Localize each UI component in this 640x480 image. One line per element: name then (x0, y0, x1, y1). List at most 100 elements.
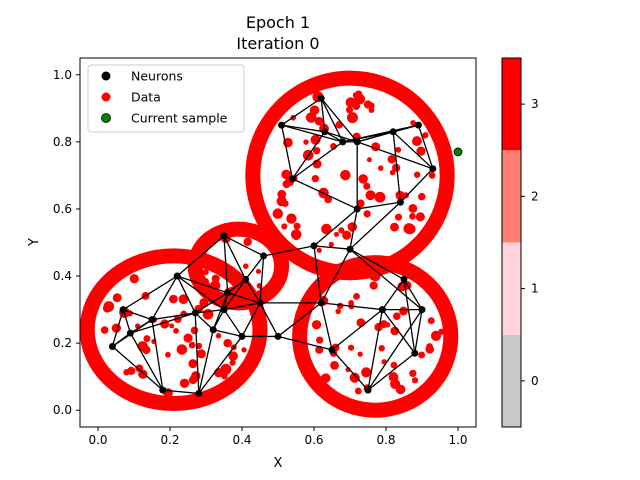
data-point (369, 281, 378, 290)
neuron-edge (277, 302, 322, 337)
data-point (408, 203, 418, 213)
data-point (286, 213, 297, 224)
neuron-edges (111, 97, 434, 395)
data-point (353, 292, 360, 300)
neuron-point (274, 332, 282, 340)
colorbar: 0 1 2 3 (501, 57, 539, 428)
data-point (173, 327, 179, 334)
data-point (229, 359, 236, 366)
legend: Neurons Data Current sample (87, 64, 245, 133)
data-point (178, 294, 189, 305)
neuron-edge (281, 124, 325, 133)
neuron-edge (194, 312, 200, 394)
colorbar-band (502, 58, 521, 151)
neuron-edge (223, 235, 264, 257)
neuron-edge (245, 255, 265, 280)
colorbar-band (502, 242, 521, 335)
data-point (335, 308, 342, 315)
neuron-edge (356, 141, 434, 170)
data-point (393, 312, 401, 321)
data-point (354, 387, 362, 395)
neuron-edge (349, 201, 401, 250)
neuron-edge (349, 248, 423, 311)
data-point (416, 146, 426, 156)
data-point (311, 174, 320, 183)
neuron-edge (122, 309, 132, 334)
data-point (390, 222, 399, 232)
colorbar-ticks: 0 1 2 3 (521, 97, 539, 388)
neuron-edge (176, 275, 225, 311)
neuron-edge (320, 248, 351, 304)
y-tick-label: 0.6 (53, 202, 72, 216)
legend-items: Neurons Data Current sample (101, 69, 228, 126)
legend-label: Current sample (131, 111, 228, 126)
data-point (333, 231, 340, 237)
neuron-point (173, 272, 181, 280)
neuron-edge (367, 309, 384, 391)
neuron-edge (403, 279, 416, 354)
data-point (363, 210, 371, 218)
neuron-edge (331, 349, 369, 391)
neuron-point (346, 245, 354, 253)
neuron-point (288, 175, 296, 183)
neuron-point (256, 299, 264, 307)
data-point (366, 157, 372, 163)
data-point (190, 326, 199, 335)
y-axis-ticks: 0.0 0.2 0.4 0.6 0.8 1.0 (53, 68, 80, 417)
data-point (395, 146, 402, 153)
neuron-edge (357, 201, 401, 210)
data-point (315, 336, 324, 344)
neuron-point (414, 121, 422, 129)
x-tick-label: 0.6 (304, 433, 323, 447)
data-point (387, 155, 396, 164)
data-point (426, 343, 433, 350)
legend-marker (101, 92, 111, 102)
x-axis-ticks: 0.0 0.2 0.4 0.6 0.8 1.0 (88, 427, 468, 447)
neuron-point (195, 389, 203, 397)
colorbar-tick-label: 2 (531, 189, 539, 203)
data-point (347, 222, 358, 232)
neuron-edge (414, 309, 423, 354)
colorbar-tick-label: 0 (531, 374, 539, 388)
data-point (356, 318, 366, 328)
data-point (191, 371, 201, 381)
data-point (123, 369, 130, 376)
data-point (215, 292, 221, 298)
data-point (246, 286, 255, 296)
neuron-edge (292, 178, 358, 210)
neuron-edge (130, 312, 196, 334)
neuron-point (328, 346, 336, 354)
neuron-point (321, 128, 329, 136)
data-point (314, 116, 324, 126)
neuron-point (418, 306, 426, 314)
neuron-edge (281, 97, 322, 126)
data-point (349, 372, 360, 383)
data-point (361, 367, 372, 378)
data-point (169, 323, 175, 329)
data-point (367, 102, 375, 110)
data-point (411, 136, 422, 147)
neuron-point (339, 138, 347, 146)
neuron-edge (223, 302, 261, 311)
neuron-point (191, 309, 199, 317)
y-tick-label: 0.0 (53, 403, 72, 417)
neuron-edge (292, 141, 344, 180)
neuron-point (389, 128, 397, 136)
data-point (221, 372, 228, 380)
data-point (202, 277, 210, 285)
data-point (129, 274, 139, 284)
data-point (338, 227, 345, 234)
neuron-edge (320, 97, 358, 143)
data-point (138, 369, 148, 379)
data-point (358, 174, 368, 184)
chart-title: Epoch 1 (246, 13, 310, 32)
data-point (346, 112, 358, 124)
neuron-edge (213, 329, 243, 338)
neuron-edge (320, 97, 344, 143)
data-point (231, 284, 241, 294)
data-point (430, 330, 442, 341)
data-point (102, 304, 112, 313)
data-point (368, 270, 380, 281)
data-point (409, 369, 417, 378)
